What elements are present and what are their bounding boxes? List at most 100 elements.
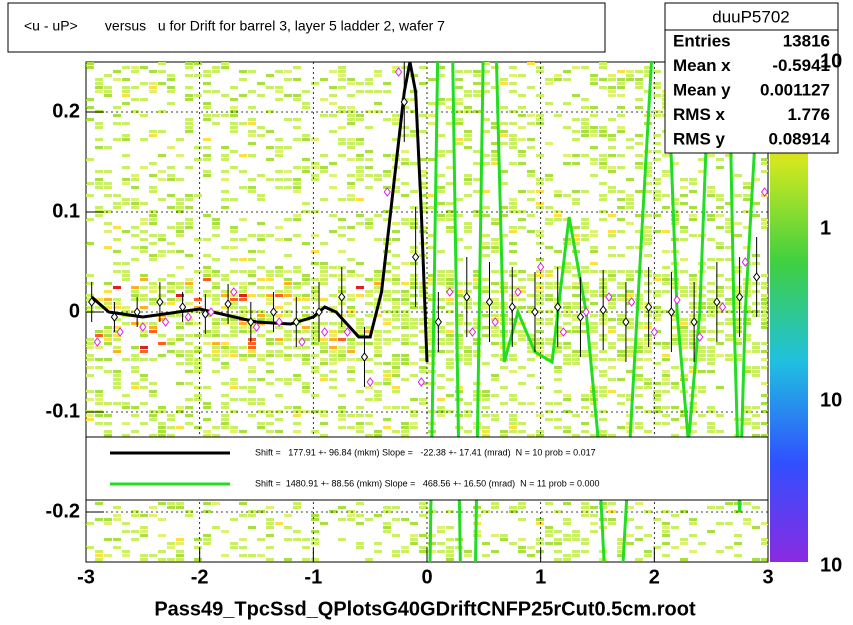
heat-cell (230, 226, 238, 229)
heat-cell (284, 558, 292, 561)
heat-cell (302, 102, 310, 105)
heat-cell (212, 370, 220, 373)
heat-cell (167, 178, 175, 181)
heat-cell (374, 238, 382, 241)
heat-cell (446, 230, 454, 233)
heat-cell (95, 170, 103, 173)
heat-cell (248, 326, 256, 329)
heat-cell (410, 522, 418, 525)
heat-cell (131, 198, 139, 201)
point (247, 317, 255, 327)
heat-cell (464, 134, 472, 137)
heat-cell (563, 518, 571, 521)
heat-cell (392, 390, 400, 393)
heat-cell (608, 390, 616, 393)
heat-cell (140, 346, 148, 349)
heat-cell (365, 166, 373, 169)
heat-cell (266, 302, 274, 305)
heat-cell (437, 414, 445, 417)
heat-cell (329, 306, 337, 309)
heat-cell (518, 218, 526, 221)
heat-cell (257, 134, 265, 137)
heat-cell (626, 326, 634, 329)
heat-cell (302, 382, 310, 385)
heat-cell (518, 422, 526, 425)
heat-cell (491, 354, 499, 357)
heat-cell (95, 138, 103, 141)
heat-cell (419, 130, 427, 133)
heat-cell (734, 326, 742, 329)
heat-cell (356, 422, 364, 425)
heat-cell (536, 310, 544, 313)
heat-cell (428, 122, 436, 125)
heat-cell (401, 134, 409, 137)
heat-cell (509, 430, 517, 433)
heat-cell (716, 342, 724, 345)
heat-cell (464, 358, 472, 361)
heat-cell (509, 110, 517, 113)
heat-cell (338, 66, 346, 69)
heat-cell (122, 554, 130, 557)
heat-cell (230, 130, 238, 133)
heat-cell (347, 186, 355, 189)
heat-cell (500, 434, 508, 437)
heat-cell (536, 302, 544, 305)
stats-value: 0.08914 (769, 129, 831, 148)
y-tick-label: 0 (69, 300, 80, 322)
heat-cell (230, 542, 238, 545)
heat-cell (653, 390, 661, 393)
heat-cell (716, 506, 724, 509)
heat-cell (293, 78, 301, 81)
heat-cell (518, 290, 526, 293)
heat-cell (185, 406, 193, 409)
heat-cell (311, 234, 319, 237)
x-axis-title: Pass49_TpcSsd_QPlotsG40GDriftCNFP25rCut0… (154, 598, 696, 620)
heat-cell (176, 362, 184, 365)
heat-cell (446, 310, 454, 313)
heat-cell (455, 198, 463, 201)
heat-cell (707, 218, 715, 221)
heat-cell (554, 218, 562, 221)
heat-cell (221, 154, 229, 157)
heat-cell (401, 342, 409, 345)
heat-cell (635, 86, 643, 89)
heat-cell (437, 190, 445, 193)
heat-cell (509, 226, 517, 229)
heat-cell (176, 554, 184, 557)
heat-cell (716, 158, 724, 161)
heat-cell (356, 174, 364, 177)
heat-cell (338, 326, 346, 329)
heat-cell (293, 378, 301, 381)
heat-cell (95, 554, 103, 557)
heat-cell (311, 210, 319, 213)
heat-cell (221, 290, 229, 293)
heat-cell (752, 406, 760, 409)
heat-cell (401, 262, 409, 265)
heat-cell (554, 538, 562, 541)
heat-cell (347, 414, 355, 417)
heat-cell (311, 514, 319, 517)
heat-cell (617, 378, 625, 381)
heat-cell (608, 154, 616, 157)
heat-cell (104, 326, 112, 329)
heat-cell (653, 134, 661, 137)
heat-cell (167, 102, 175, 105)
heat-cell (581, 286, 589, 289)
heat-cell (482, 326, 490, 329)
heat-cell (176, 202, 184, 205)
heat-cell (131, 370, 139, 373)
heat-cell (104, 414, 112, 417)
heat-cell (257, 314, 265, 317)
heat-cell (185, 414, 193, 417)
heat-cell (221, 198, 229, 201)
heat-cell (212, 330, 220, 333)
heat-cell (86, 342, 94, 345)
heat-cell (230, 166, 238, 169)
heat-cell (185, 278, 193, 281)
heat-cell (158, 342, 166, 345)
heat-cell (572, 118, 580, 121)
heat-cell (203, 542, 211, 545)
heat-cell (446, 210, 454, 213)
heat-cell (716, 166, 724, 169)
heat-cell (581, 190, 589, 193)
